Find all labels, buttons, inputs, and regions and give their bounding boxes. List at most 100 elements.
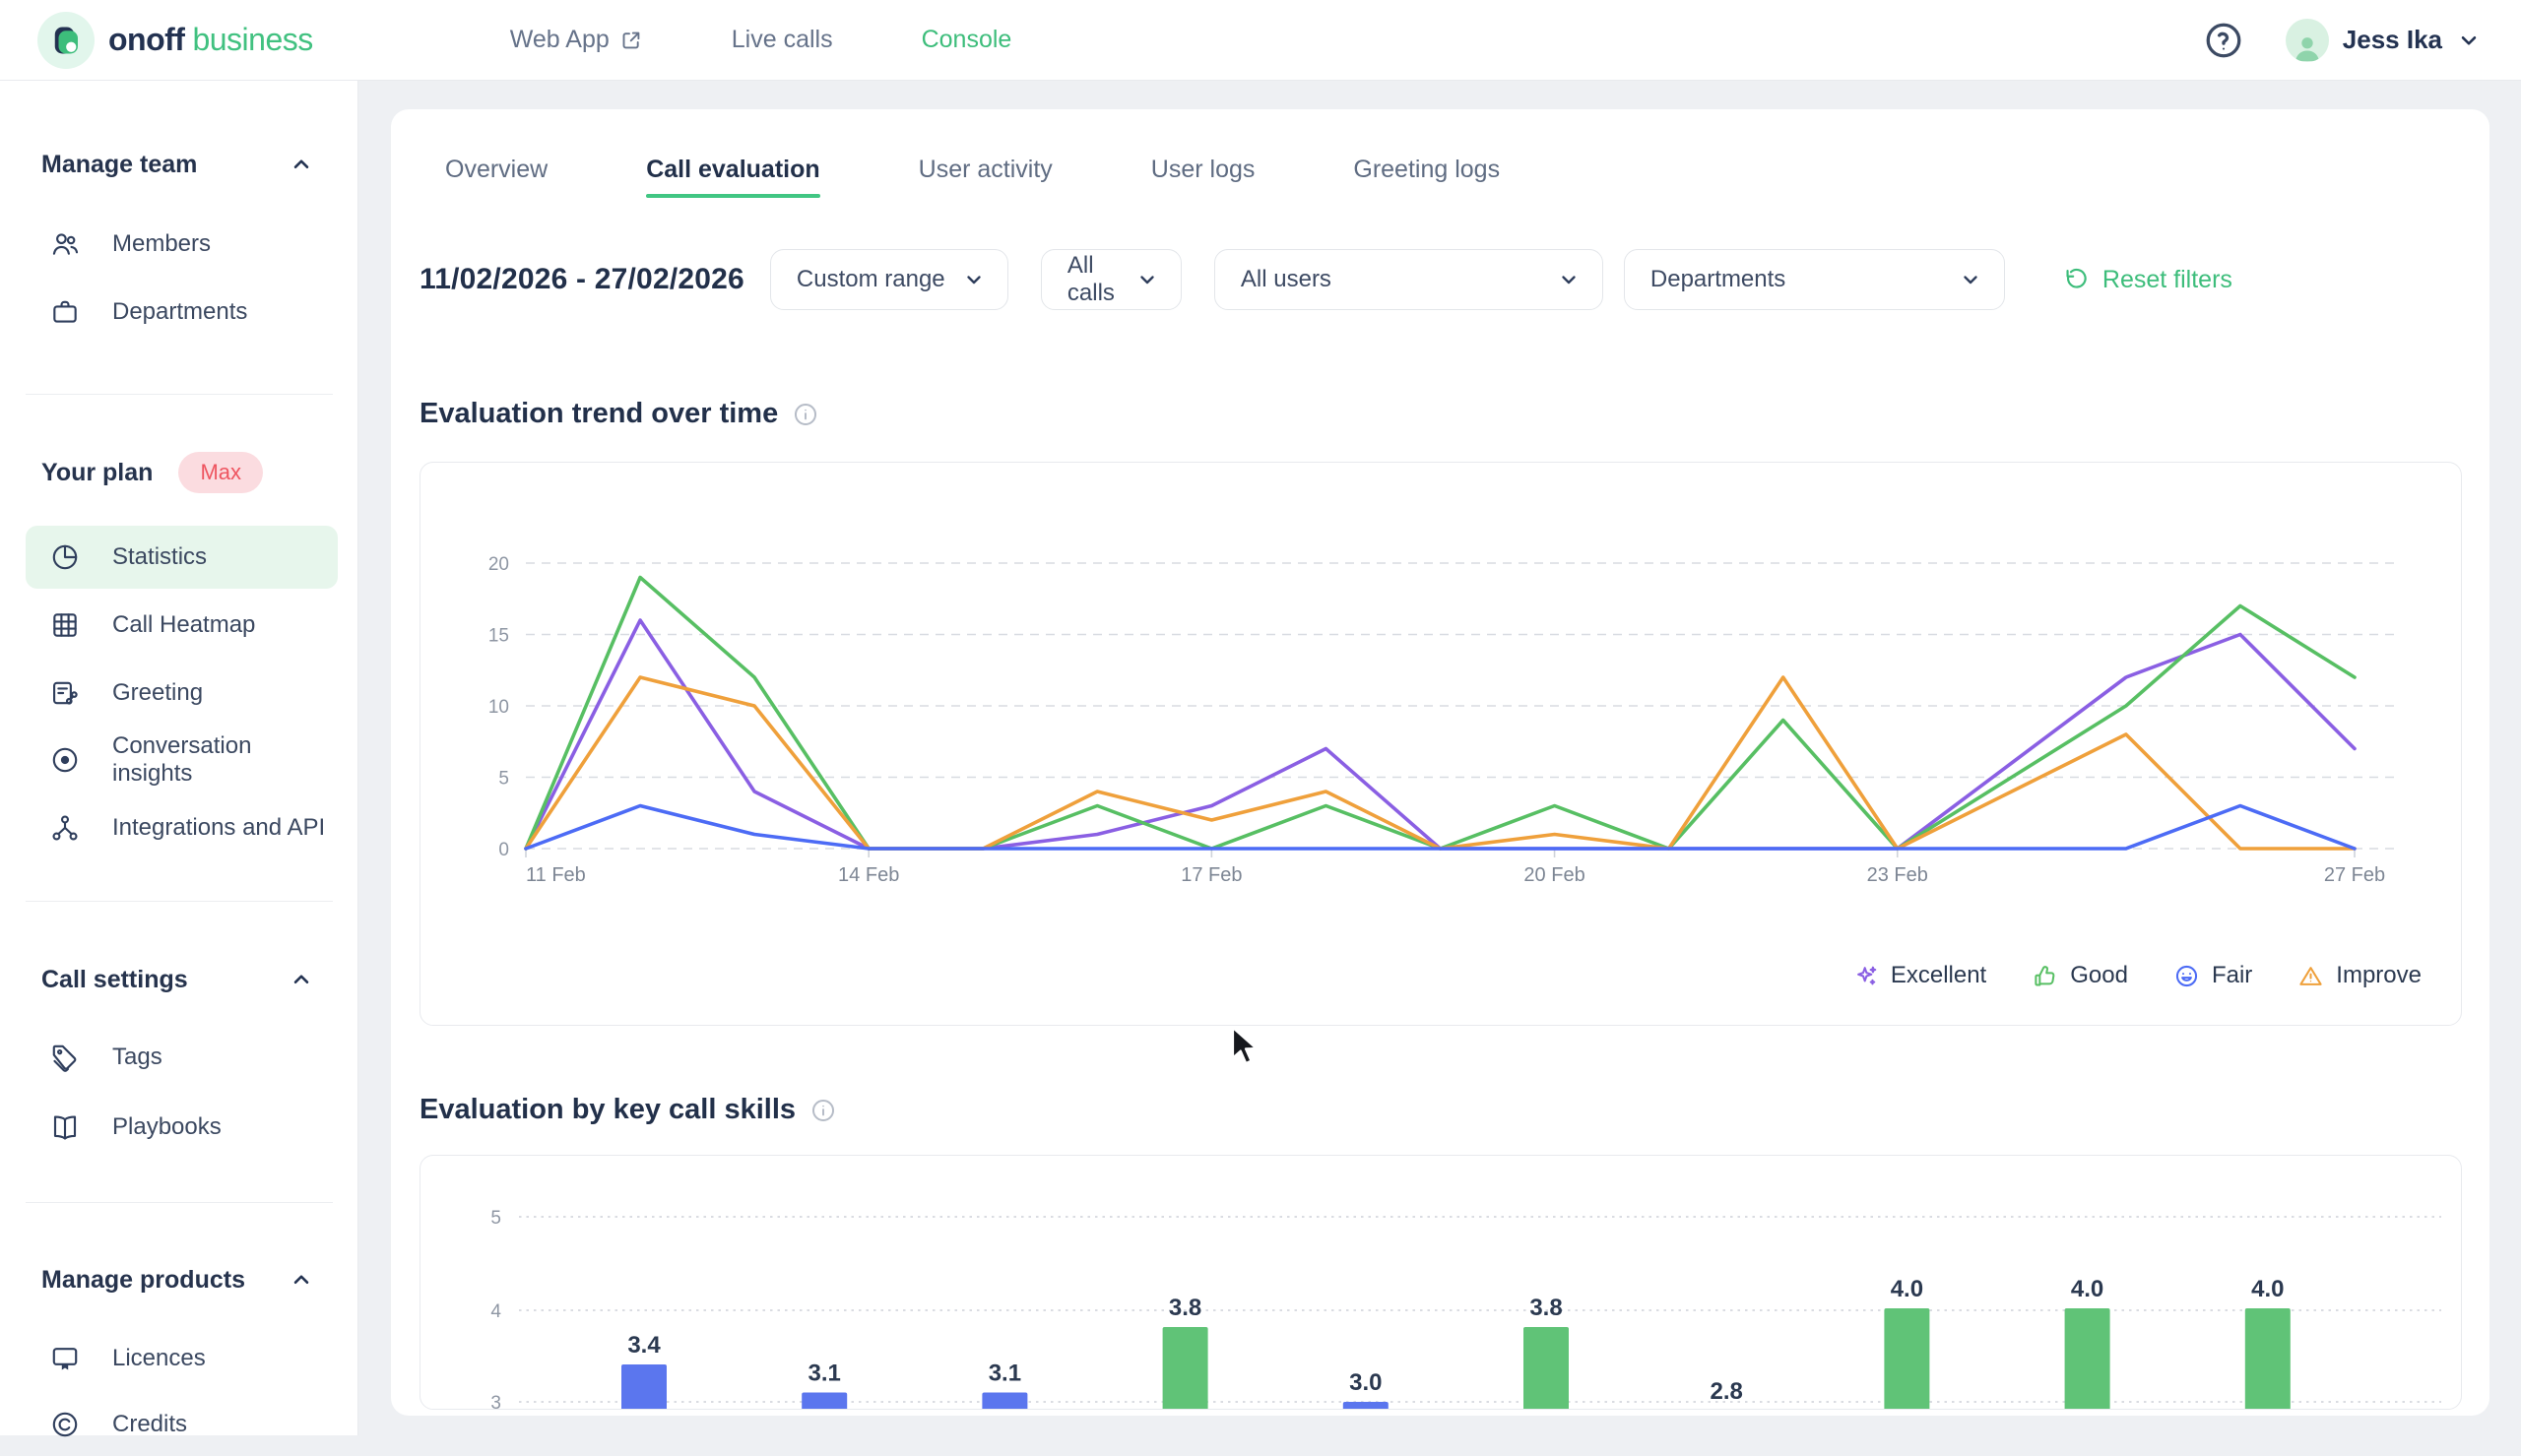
playbook-icon	[53, 1115, 77, 1140]
sidebar-item-label: Tags	[112, 1044, 162, 1070]
x-axis-label: 27 Feb	[2324, 864, 2385, 886]
header-right: Jess Ika	[2203, 18, 2482, 62]
sidebar-item-playbooks[interactable]: Playbooks	[26, 1096, 338, 1159]
x-axis-label: 11 Feb	[526, 864, 586, 886]
legend-label: Fair	[2211, 962, 2253, 988]
bar[interactable]	[621, 1364, 667, 1410]
sidebar-item-licences[interactable]: Licences	[26, 1327, 338, 1390]
sidebar-item-integrations-and-api[interactable]: Integrations and API	[26, 796, 338, 859]
sidebar-item-greeting[interactable]: Greeting	[26, 662, 338, 725]
app-logo[interactable]: onoff business	[37, 11, 313, 69]
dropdown-value: Custom range	[796, 266, 945, 292]
legend-label: Excellent	[1890, 962, 1987, 988]
legend-item-good[interactable]: Good	[2032, 962, 2128, 989]
series-line-fair	[524, 803, 2357, 851]
chevron-down-icon	[1964, 276, 1977, 285]
bar[interactable]	[1342, 1402, 1389, 1410]
sidebar-item-label: Playbooks	[112, 1113, 222, 1140]
sidebar-item-departments[interactable]: Departments	[26, 281, 338, 344]
sidebar-item-conversation-insights[interactable]: Conversation insights	[26, 728, 338, 791]
insights-icon	[52, 747, 78, 773]
bar-value-label: 2.8	[1711, 1378, 1743, 1405]
info-icon[interactable]	[792, 401, 819, 428]
bar-value-label: 4.0	[2071, 1276, 2103, 1302]
main-panel: Overview Call evaluation User activity User…	[391, 109, 2489, 1416]
filter-dropdown-departments[interactable]: Departments	[1623, 249, 2005, 310]
sidebar-item-label: Conversation insights	[112, 732, 252, 787]
top-nav-live-calls[interactable]: Live calls	[732, 26, 833, 54]
bar[interactable]	[802, 1392, 848, 1411]
sidebar-item-call-heatmap[interactable]: Call Heatmap	[26, 594, 338, 657]
filter-dropdown-all-calls[interactable]: All calls	[1040, 249, 1182, 310]
filter-dropdown-custom-range[interactable]: Custom range	[769, 249, 1008, 310]
y-axis-tick: 5	[498, 769, 509, 790]
bar-value-label: 3.8	[1529, 1295, 1562, 1321]
tab-user-logs[interactable]: User logs	[1150, 156, 1256, 183]
sidebar-item-label: Departments	[112, 298, 248, 325]
legend-label: Improve	[2336, 962, 2422, 988]
collapse-section-button[interactable]	[289, 967, 314, 992]
sparkle-icon	[1856, 966, 1877, 984]
user-menu[interactable]: Jess Ika	[2285, 18, 2482, 62]
members-icon	[52, 233, 79, 255]
bar[interactable]	[1523, 1327, 1569, 1410]
filter-dropdown-all-users[interactable]: All users	[1213, 249, 1603, 310]
legend-item-fair[interactable]: Fair	[2173, 962, 2252, 989]
reset-filters-button[interactable]: Reset filters	[2063, 266, 2232, 294]
sidebar: Manage team Members Departments Your plan Ma…	[0, 81, 358, 1437]
legend-item-improve[interactable]: Improve	[2297, 962, 2422, 989]
x-axis-label: 17 Feb	[1181, 864, 1242, 886]
tab-greeting-logs[interactable]: Greeting logs	[1353, 156, 1501, 183]
filter-bar: 11/02/2026 - 27/02/2026 Custom range All …	[420, 249, 2462, 310]
bar-value-label: 4.0	[2251, 1276, 2284, 1302]
tab-overview[interactable]: Overview	[445, 156, 549, 183]
greeting-icon	[52, 681, 78, 705]
collapse-section-button[interactable]	[289, 1267, 314, 1293]
bar[interactable]	[1162, 1327, 1208, 1410]
y-axis-tick: 0	[498, 840, 509, 860]
help-icon[interactable]	[2203, 20, 2244, 61]
top-nav-label: Console	[921, 26, 1012, 53]
sidebar-item-label: Greeting	[112, 679, 204, 706]
reset-filters-label: Reset filters	[2101, 265, 2232, 293]
tab-user-activity[interactable]: User activity	[918, 156, 1053, 183]
legend-item-excellent[interactable]: Excellent	[1852, 962, 1986, 989]
sidebar-item-members[interactable]: Members	[26, 213, 338, 276]
collapse-section-button[interactable]	[289, 152, 314, 177]
x-axis-label: 20 Feb	[1523, 864, 1584, 886]
info-icon[interactable]	[809, 1097, 837, 1124]
top-nav-label: Live calls	[731, 26, 833, 53]
bar-value-label: 4.0	[1891, 1276, 1923, 1302]
legend-label: Good	[2070, 962, 2128, 988]
tab-call-evaluation[interactable]: Call evaluation	[646, 156, 821, 198]
bar[interactable]	[982, 1392, 1028, 1411]
top-nav-web-app[interactable]: Web App	[510, 26, 643, 54]
sidebar-item-credits[interactable]: Credits	[26, 1393, 338, 1456]
y-axis-tick: 15	[488, 626, 509, 647]
sidebar-section-call-settings: Call settings	[41, 966, 188, 993]
bar-value-label: 3.1	[808, 1361, 841, 1387]
sidebar-section-manage-products: Manage products	[41, 1266, 245, 1294]
statistics-icon	[52, 544, 78, 570]
skills-chart-card: 5 4 3 3.4 3.1 3.1 3.8 3.0 3.8 2.8 4.0 4.0 4.0	[420, 1155, 2462, 1410]
bar-value-label: 3.0	[1349, 1369, 1382, 1396]
y-axis-tick: 3	[490, 1393, 501, 1410]
sidebar-divider	[26, 901, 333, 902]
trend-chart-card: 0 5 10 15 20 11 Feb 14 Feb 17 Feb 20 Feb 23 Feb 27…	[420, 462, 2462, 1026]
top-nav-console[interactable]: Console	[922, 26, 1012, 54]
bar[interactable]	[2244, 1308, 2291, 1410]
y-axis-tick: 10	[488, 697, 509, 718]
credits-icon	[52, 1412, 78, 1437]
sidebar-item-statistics[interactable]: Statistics	[26, 526, 338, 589]
tag-icon	[52, 1045, 77, 1072]
sidebar-item-label: Members	[112, 230, 212, 257]
sidebar-section-manage-team: Manage team	[41, 151, 198, 178]
bar[interactable]	[2064, 1308, 2110, 1410]
heatmap-icon	[53, 613, 77, 637]
onoff-logo-icon	[37, 11, 95, 69]
dropdown-value: All calls	[1067, 252, 1115, 306]
sidebar-item-tags[interactable]: Tags	[26, 1026, 338, 1089]
bar[interactable]	[1884, 1308, 1930, 1410]
plan-label: Your plan	[41, 458, 154, 486]
licence-icon	[52, 1348, 78, 1370]
